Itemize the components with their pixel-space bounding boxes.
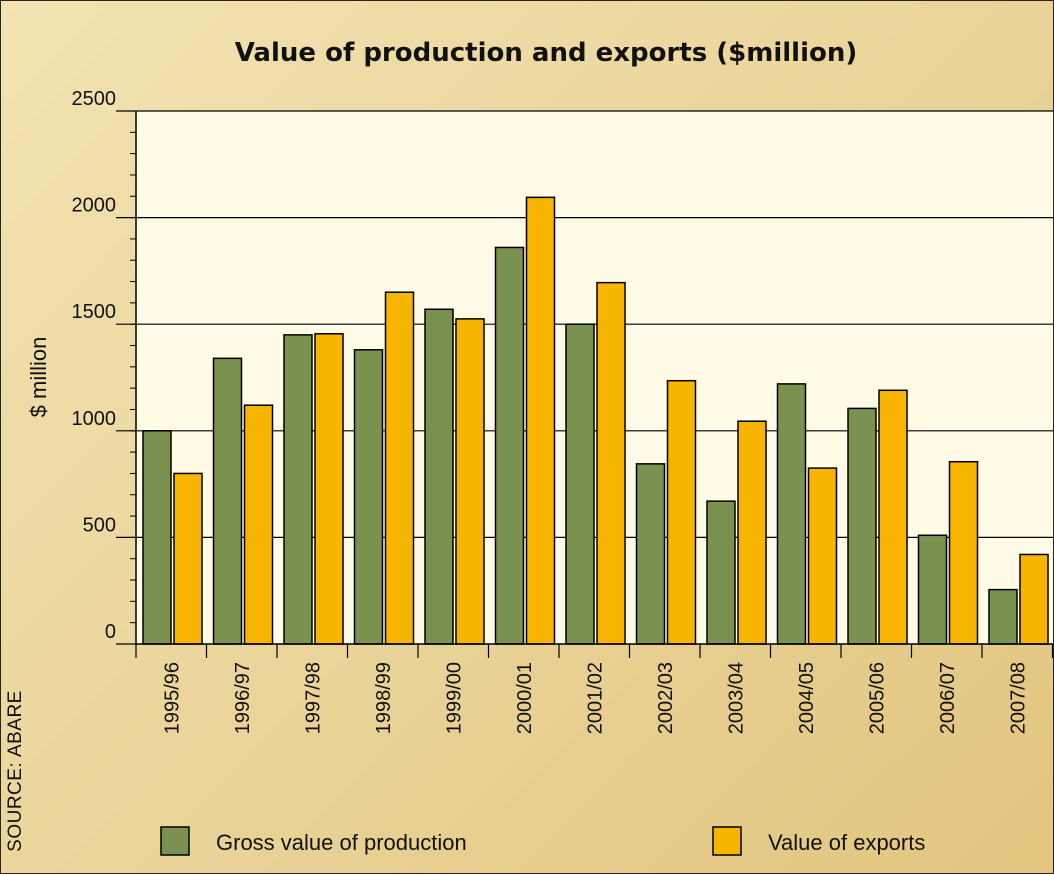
bar-exports <box>173 472 203 645</box>
x-tick-label: 1996/97 <box>232 662 254 734</box>
legend-label: Gross value of production <box>216 830 467 855</box>
bar-exports <box>737 420 767 645</box>
bar-production <box>776 383 807 645</box>
bar-production <box>988 588 1018 645</box>
x-tick-label: 2003/04 <box>725 662 747 734</box>
x-tick-label: 1999/00 <box>443 662 465 734</box>
bar-production <box>565 323 595 645</box>
bar-production <box>635 463 666 645</box>
y-tick-label: 2500 <box>72 88 117 110</box>
x-tick-label: 2007/08 <box>1007 662 1029 734</box>
y-tick-label: 1500 <box>72 301 117 323</box>
legend-label: Value of exports <box>768 830 925 855</box>
y-tick-label: 500 <box>83 514 116 536</box>
bar-exports <box>878 389 908 645</box>
legend-swatch <box>160 826 190 856</box>
source-note: SOURCE: ABARE <box>5 690 26 852</box>
x-tick-label: 2005/06 <box>866 662 888 734</box>
x-tick-label: 2001/02 <box>584 662 606 734</box>
x-tick-label: 2006/07 <box>937 662 959 734</box>
y-axis-label: $ million <box>26 337 51 418</box>
x-tick-label: 2004/05 <box>796 662 818 734</box>
x-tick-label: 1998/99 <box>373 662 395 734</box>
bar-production <box>353 349 384 645</box>
x-axis-ticks: 1995/96 1996/97 1997/98 1998/99 1999/00 2000/… <box>135 644 1053 734</box>
legend-swatch <box>712 826 742 856</box>
bar-production <box>212 357 243 645</box>
bar-production <box>706 500 736 645</box>
bar-production <box>494 246 525 645</box>
x-tick-label: 1995/96 <box>161 662 183 734</box>
bar-exports <box>948 460 979 645</box>
y-tick-label: 1000 <box>72 408 117 430</box>
bar-production <box>424 308 454 645</box>
bar-production <box>847 407 877 645</box>
bar-exports <box>455 318 485 645</box>
bar-production <box>283 334 313 645</box>
bar-exports <box>314 333 344 645</box>
bar-production <box>917 534 948 645</box>
axes <box>135 111 1053 645</box>
y-tick-label: 2000 <box>72 195 117 217</box>
chart-title: Value of production and exports ($millio… <box>235 38 858 68</box>
x-tick-label: 1997/98 <box>302 662 324 734</box>
bar-exports <box>807 467 838 645</box>
bars <box>142 196 1049 645</box>
x-tick-label: 2002/03 <box>655 662 677 734</box>
bar-exports <box>384 291 415 645</box>
y-axis-ticks: 0 500 1000 1500 2000 2500 <box>72 88 136 645</box>
x-tick-label: 2000/01 <box>514 662 536 734</box>
bar-exports <box>1019 553 1049 645</box>
legend: Gross value of production Value of export… <box>160 826 925 856</box>
bar-exports <box>596 281 626 645</box>
bar-exports <box>525 196 556 645</box>
bar-exports <box>666 379 697 645</box>
bar-production <box>142 430 172 645</box>
bar-exports <box>243 404 274 645</box>
y-tick-label: 0 <box>105 621 116 643</box>
